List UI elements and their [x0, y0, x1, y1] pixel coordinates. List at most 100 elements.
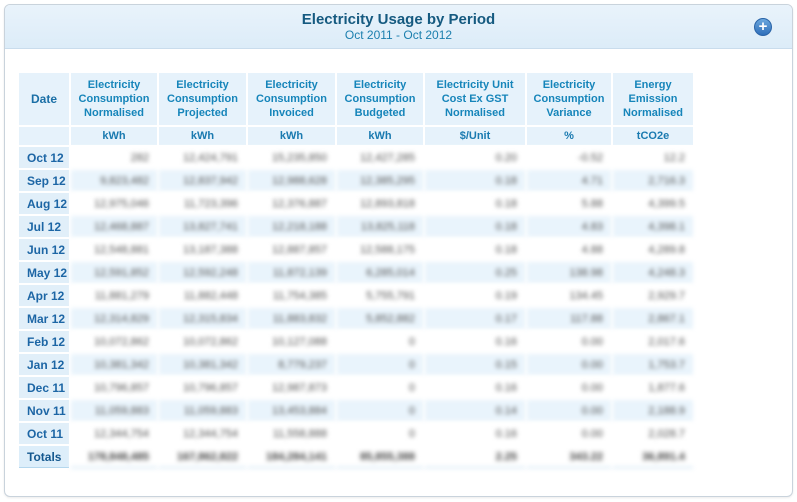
value-cell: 0.00: [527, 331, 611, 352]
date-cell: Aug 12: [19, 193, 69, 214]
table-row: Oct 11 12,344,754 12,344,754 11,558,888 0 0.…: [19, 423, 693, 444]
date-cell: Jul 12: [19, 216, 69, 237]
page-title: Electricity Usage by Period: [301, 11, 496, 28]
date-cell: Nov 11: [19, 400, 69, 421]
value-cell: 0.18: [425, 170, 525, 191]
value-cell: 11,872,139: [248, 262, 335, 283]
value-cell: 2.25: [425, 446, 525, 468]
value-cell: 11,558,888: [248, 423, 335, 444]
value-cell: 10,381,342: [71, 354, 157, 375]
value-cell: 117.88: [527, 308, 611, 329]
value-cell: 0.18: [425, 239, 525, 260]
date-cell: Dec 11: [19, 377, 69, 398]
unit-cell: kWh: [337, 127, 423, 145]
value-cell: 4,399.5: [613, 193, 693, 214]
date-cell: Oct 11: [19, 423, 69, 444]
value-cell: 0.00: [527, 354, 611, 375]
value-cell: 12,344,754: [159, 423, 246, 444]
value-cell: 12,218,188: [248, 216, 335, 237]
value-cell: 10,072,862: [159, 331, 246, 352]
date-cell: Apr 12: [19, 285, 69, 306]
value-cell: 12,588,175: [337, 239, 423, 260]
value-cell: -0.52: [527, 147, 611, 168]
value-cell: 11,059,883: [71, 400, 157, 421]
value-cell: 10,381,342: [159, 354, 246, 375]
value-cell: 0.20: [425, 147, 525, 168]
value-cell: 12,468,887: [71, 216, 157, 237]
value-cell: 11,883,832: [248, 308, 335, 329]
value-cell: 12,987,873: [248, 377, 335, 398]
value-cell: 2,867.1: [613, 308, 693, 329]
unit-cell: tCO2e: [613, 127, 693, 145]
value-cell: 1,877.6: [613, 377, 693, 398]
value-cell: 4.88: [527, 239, 611, 260]
date-cell: Jun 12: [19, 239, 69, 260]
value-cell: 9,823,482: [71, 170, 157, 191]
value-cell: 10,796,857: [159, 377, 246, 398]
table-row: Jun 12 12,548,881 13,187,388 12,887,857 12,…: [19, 239, 693, 260]
value-cell: 85,855,388: [337, 446, 423, 468]
value-cell: 12,837,942: [159, 170, 246, 191]
value-cell: 12,376,887: [248, 193, 335, 214]
value-cell: 11,059,883: [159, 400, 246, 421]
value-cell: 12,887,857: [248, 239, 335, 260]
value-cell: 4,398.1: [613, 216, 693, 237]
value-cell: 4,289.8: [613, 239, 693, 260]
table-row: Dec 11 10,796,857 10,796,857 12,987,873 0 0.…: [19, 377, 693, 398]
totals-row: Totals 178,848,485 167,862,822 184,284,141…: [19, 446, 693, 468]
unit-cell: $/Unit: [425, 127, 525, 145]
value-cell: 178,848,485: [71, 446, 157, 468]
value-cell: 4.71: [527, 170, 611, 191]
date-cell: Mar 12: [19, 308, 69, 329]
value-cell: 13,825,118: [337, 216, 423, 237]
value-cell: 0: [337, 331, 423, 352]
value-cell: 2,929.7: [613, 285, 693, 306]
plus-circle-icon[interactable]: +: [754, 18, 772, 36]
value-cell: 10,127,088: [248, 331, 335, 352]
panel-header: Electricity Usage by Period Oct 2011 - O…: [5, 5, 792, 49]
value-cell: 2,028.7: [613, 423, 693, 444]
value-cell: 0.18: [425, 216, 525, 237]
value-cell: 12,548,881: [71, 239, 157, 260]
value-cell: 0: [337, 423, 423, 444]
value-cell: 0.16: [425, 331, 525, 352]
column-header: Electricity Consumption Variance: [527, 73, 611, 125]
panel-body: Date Electricity Consumption Normalised E…: [5, 49, 792, 470]
value-cell: 0.00: [527, 423, 611, 444]
table-row: Sep 12 9,823,482 12,837,942 12,988,628 12,3…: [19, 170, 693, 191]
value-cell: 13,827,741: [159, 216, 246, 237]
value-cell: 11,882,448: [159, 285, 246, 306]
value-cell: 11,723,396: [159, 193, 246, 214]
value-cell: 4,248.3: [613, 262, 693, 283]
date-cell: May 12: [19, 262, 69, 283]
date-cell: Totals: [19, 446, 69, 468]
value-cell: 0: [337, 377, 423, 398]
date-cell: Jan 12: [19, 354, 69, 375]
value-cell: 5.88: [527, 193, 611, 214]
value-cell: 10,072,862: [71, 331, 157, 352]
value-cell: 5,852,882: [337, 308, 423, 329]
table-row: Nov 11 11,059,883 11,059,883 13,453,884 0 0.…: [19, 400, 693, 421]
value-cell: 10,796,857: [71, 377, 157, 398]
column-header: Electricity Consumption Normalised: [71, 73, 157, 125]
column-header: Electricity Consumption Projected: [159, 73, 246, 125]
value-cell: 12,592,248: [159, 262, 246, 283]
value-cell: 12,424,791: [159, 147, 246, 168]
value-cell: 12,315,834: [159, 308, 246, 329]
value-cell: 2,716.3: [613, 170, 693, 191]
date-cell: Oct 12: [19, 147, 69, 168]
table-row: Aug 12 12,975,046 11,723,396 12,376,887 12,…: [19, 193, 693, 214]
value-cell: 13,453,884: [248, 400, 335, 421]
column-header: Energy Emission Normalised: [613, 73, 693, 125]
value-cell: 36,891.4: [613, 446, 693, 468]
value-cell: 0.15: [425, 354, 525, 375]
value-cell: 138.98: [527, 262, 611, 283]
value-cell: 0.16: [425, 377, 525, 398]
table-row: Mar 12 12,314,829 12,315,834 11,883,832 5,8…: [19, 308, 693, 329]
value-cell: 13,187,388: [159, 239, 246, 260]
value-cell: 4.83: [527, 216, 611, 237]
unit-cell: kWh: [248, 127, 335, 145]
value-cell: 0.00: [527, 400, 611, 421]
column-header: Electricity Consumption Invoiced: [248, 73, 335, 125]
